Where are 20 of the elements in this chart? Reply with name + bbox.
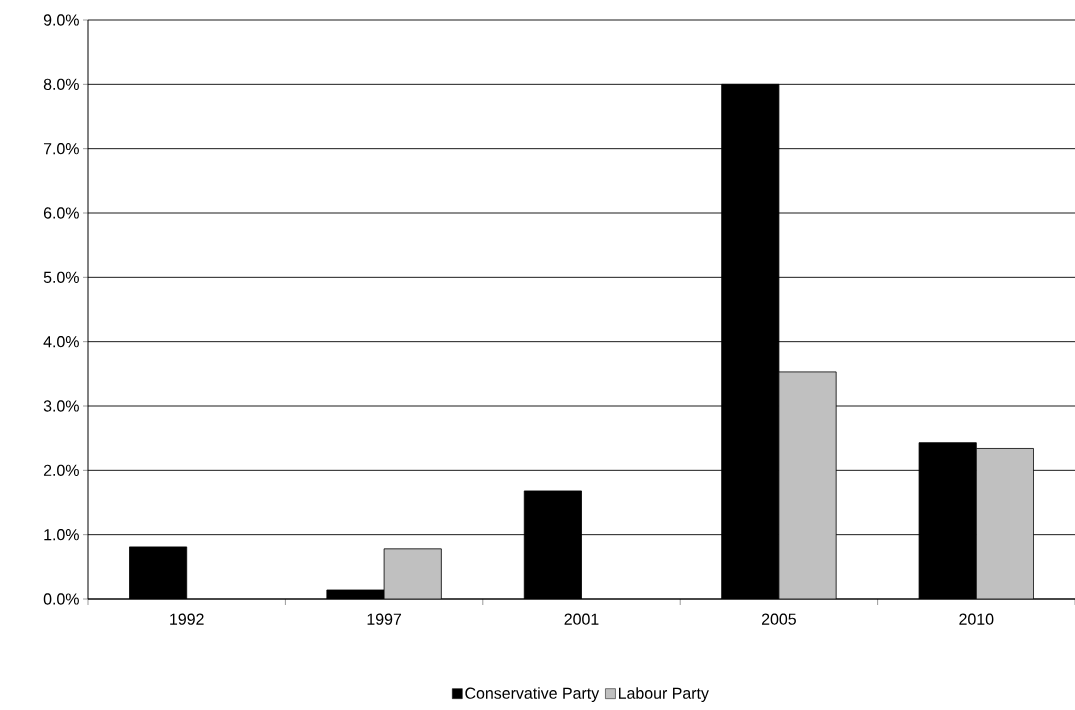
y-tick-label: 3.0% bbox=[43, 400, 79, 412]
y-tick-label: 7.0% bbox=[43, 143, 79, 155]
y-tick-label: 1.0% bbox=[44, 529, 79, 541]
x-tick-label: 1997 bbox=[367, 613, 402, 625]
y-tick-label: 0.0% bbox=[43, 593, 79, 605]
legend-label: Labour Party bbox=[619, 687, 709, 702]
y-tick-label: 6.0% bbox=[43, 207, 79, 219]
x-tick-label: 2010 bbox=[959, 613, 994, 625]
y-tick-label: 9.0% bbox=[43, 14, 79, 26]
bar bbox=[778, 371, 837, 599]
y-tick-label: 4.0% bbox=[43, 336, 79, 348]
y-tick-label: 5.0% bbox=[43, 271, 79, 283]
bar bbox=[383, 548, 442, 599]
bar bbox=[975, 448, 1034, 599]
x-tick-label: 2001 bbox=[564, 613, 599, 625]
legend-label: Conservative Party bbox=[465, 687, 600, 702]
x-tick-label: 2005 bbox=[761, 613, 796, 625]
x-tick-label: 1992 bbox=[170, 613, 204, 625]
y-tick-label: 2.0% bbox=[43, 464, 79, 476]
y-tick-label: 8.0% bbox=[43, 78, 79, 90]
